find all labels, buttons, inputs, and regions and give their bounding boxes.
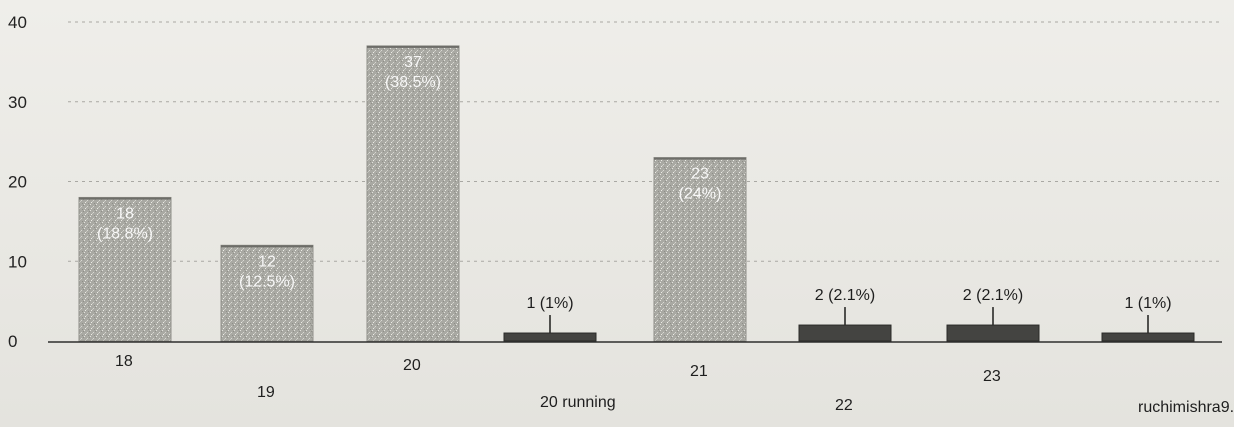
data-label: 2 (2.1%) [963,287,1023,304]
x-category-label: 19 [257,384,275,401]
data-label: 37 (38.5%) [385,54,441,91]
bar [653,157,747,342]
x-axis-labels: 18 19 20 20 running 21 22 23 ruchimishra9... [115,353,1234,416]
x-category-label: 21 [690,363,708,380]
data-label: 12 (12.5%) [239,253,295,290]
bar [1101,332,1195,342]
bar [798,324,892,342]
data-label: 1 (1%) [526,295,573,312]
bar [220,244,314,342]
bar [946,324,1040,342]
y-tick-label: 0 [8,332,17,351]
x-category-label: 20 running [540,394,616,411]
gridlines [68,21,1222,262]
y-tick-label: 10 [8,252,27,271]
x-category-label: ruchimishra9... [1138,399,1234,416]
x-category-label: 18 [115,353,133,370]
x-category-label: 22 [835,397,853,414]
bars [78,45,1195,342]
data-label: 1 (1%) [1124,295,1171,312]
y-axis-ticks: 0 10 20 30 40 [8,13,27,351]
data-labels: 18 (18.8%) 12 (12.5%) 37 (38.5%) 1 (1%) 23 (24%)… [97,54,1172,334]
bar [366,45,460,342]
y-tick-label: 30 [8,93,27,112]
x-category-label: 20 [403,357,421,374]
data-label: 2 (2.1%) [815,287,875,304]
data-label: 23 (24%) [679,166,722,203]
data-label: 18 (18.8%) [97,205,153,242]
y-tick-label: 40 [8,13,27,32]
x-category-label: 23 [983,368,1001,385]
bar [503,332,597,342]
y-tick-label: 20 [8,173,27,192]
bar [78,196,172,342]
